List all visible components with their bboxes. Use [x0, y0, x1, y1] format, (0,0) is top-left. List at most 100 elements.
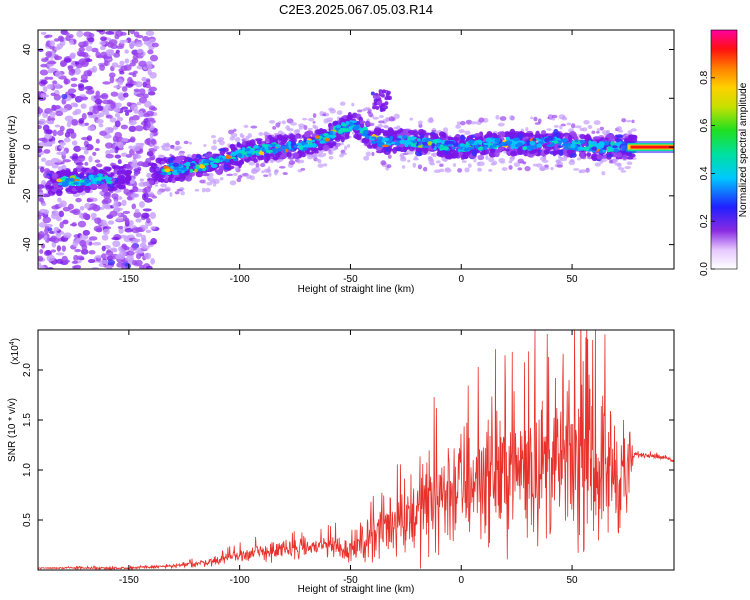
snr-panel: -150 -100 -50 0 50 0.5 1.0 1.5 2.0 Height of st…: [7, 329, 675, 595]
heatmap-cell: [49, 40, 56, 47]
heatmap-cell: [155, 167, 161, 172]
heatmap-cell: [135, 232, 143, 238]
heatmap-cell: [101, 245, 106, 252]
heatmap-cell: [70, 77, 78, 82]
heatmap-cell: [132, 73, 137, 78]
heatmap-cell: [102, 228, 110, 235]
heatmap-cell: [349, 126, 353, 131]
heatmap-cell: [74, 95, 84, 103]
heatmap-cell: [558, 149, 564, 157]
heatmap-cell: [584, 169, 591, 172]
heatmap-cell: [459, 120, 466, 126]
heatmap-cell: [109, 76, 115, 84]
heatmap-cell: [128, 219, 134, 227]
heatmap-cell: [66, 128, 75, 134]
heatmap-cell: [591, 146, 598, 151]
heatmap-cell: [54, 124, 61, 128]
heatmap-cell: [72, 170, 78, 175]
heatmap-cell: [577, 157, 581, 161]
heatmap-cell: [56, 216, 62, 222]
heatmap-cell: [536, 163, 543, 168]
heatmap-cell: [112, 240, 121, 248]
heatmap-cell: [303, 125, 308, 130]
heatmap-cell: [84, 122, 89, 126]
heatmap-cell: [499, 131, 506, 138]
heatmap-cell: [372, 105, 377, 110]
heatmap-cell: [103, 193, 111, 199]
heatmap-cell: [39, 208, 48, 213]
heatmap-cell: [117, 141, 124, 149]
heatmap-cell: [95, 138, 100, 144]
heatmap-cell: [138, 96, 148, 104]
heatmap-cell: [63, 58, 72, 63]
heatmap-cell: [617, 162, 622, 168]
heatmap-cell: [256, 139, 262, 145]
heatmap-cell: [288, 160, 296, 166]
heatmap-cell: [138, 201, 145, 208]
heatmap-cell: [81, 185, 87, 191]
heatmap-cell: [45, 50, 53, 58]
snr-y-axis-label: SNR (10 * v/v): [7, 398, 18, 462]
heatmap-cell: [149, 166, 155, 173]
heatmap-cell: [146, 172, 152, 179]
heatmap-cell: [136, 48, 144, 54]
heatmap-cell: [113, 85, 123, 89]
heatmap-cell: [525, 133, 534, 138]
heatmap-cell: [167, 156, 175, 164]
heatmap-cell: [169, 191, 173, 197]
heatmap-cell: [69, 39, 74, 45]
heatmap-cell: [195, 170, 204, 178]
heatmap-cell: [57, 197, 62, 203]
scale-prefix: (x10: [10, 345, 21, 365]
heatmap-cell: [263, 174, 269, 177]
heatmap-cell: [341, 152, 347, 156]
heatmap-cell: [172, 170, 178, 176]
heatmap-cell: [339, 101, 346, 106]
heatmap-cell: [146, 217, 151, 224]
heatmap-cell: [42, 124, 50, 132]
heatmap-cell: [316, 129, 322, 133]
heatmap-cell: [115, 102, 122, 108]
heatmap-cell: [92, 107, 100, 115]
heatmap-cell: [451, 151, 459, 159]
heatmap-cell: [332, 131, 336, 135]
heatmap-cell: [154, 184, 159, 187]
heatmap-cell: [138, 181, 148, 187]
heatmap-cell: [137, 161, 145, 167]
heatmap-cell: [52, 182, 59, 188]
heatmap-cell: [60, 61, 67, 68]
x-tick-label: -50: [343, 274, 358, 285]
heatmap-cell: [302, 147, 308, 151]
heatmap-cell: [117, 159, 122, 165]
heatmap-cell: [47, 186, 54, 190]
heatmap-cell: [54, 83, 61, 89]
heatmap-cell: [119, 174, 125, 179]
heatmap-cell: [462, 155, 469, 159]
heatmap-cell: [591, 153, 598, 160]
heatmap-cell: [174, 191, 180, 195]
heatmap-cell: [107, 259, 116, 266]
snr-x-ticks: -150 -100 -50 0 50: [119, 330, 578, 586]
heatmap-cell: [99, 40, 106, 46]
heatmap-cell: [393, 126, 398, 130]
heatmap-cell: [55, 189, 63, 197]
heatmap-cell: [53, 226, 60, 232]
heatmap-cell: [210, 134, 217, 139]
heatmap-cell: [132, 158, 138, 166]
heatmap-cell: [329, 130, 334, 136]
heatmap-cell: [410, 136, 416, 141]
heatmap-cell: [45, 142, 53, 147]
heatmap-cell: [63, 137, 71, 143]
heatmap-cell: [499, 161, 506, 164]
heatmap-cell: [67, 65, 74, 72]
heatmap-cell: [132, 153, 142, 160]
heatmap-cell: [370, 131, 378, 135]
spectrogram-marks: [38, 30, 674, 269]
heatmap-cell: [136, 247, 142, 254]
heatmap-cell: [64, 32, 70, 36]
heatmap-cell: [99, 64, 106, 71]
heatmap-cell: [73, 67, 81, 75]
heatmap-cell: [546, 128, 552, 131]
heatmap-cell: [381, 102, 386, 107]
heatmap-cell: [67, 203, 74, 210]
